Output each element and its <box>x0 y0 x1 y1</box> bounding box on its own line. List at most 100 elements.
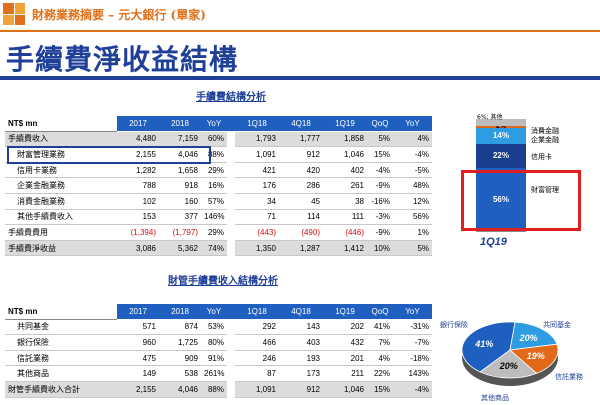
bar-segment-corporate: 14% <box>476 127 526 144</box>
table-cell: 1,282 <box>117 162 159 179</box>
yuanta-logo <box>3 3 25 25</box>
table-cell: 80% <box>201 334 227 351</box>
row-label: 信用卡業務 <box>5 162 117 179</box>
table-cell: 15% <box>367 146 393 163</box>
table-cell: 420 <box>279 162 323 179</box>
col-header: YoY <box>393 304 432 320</box>
table-cell: 402 <box>323 162 367 179</box>
unit-label: NT$ mn <box>5 304 117 320</box>
table-row: 其他手續費收入 153 377 146% 71 114 111 -3% 56% <box>5 209 432 226</box>
table-cell: 538 <box>159 365 201 382</box>
table-cell: 15% <box>367 381 393 398</box>
table-cell: 48% <box>393 177 432 194</box>
table-cell: 403 <box>279 334 323 351</box>
table-cell: -9% <box>367 224 393 241</box>
table-cell: 41% <box>367 319 393 336</box>
pie-slice-bancassurance <box>461 321 516 373</box>
col-header: 2017 <box>117 116 159 132</box>
table-cell: 29% <box>201 224 227 241</box>
table-cell: 432 <box>323 334 367 351</box>
col-header: 2018 <box>159 116 201 132</box>
table-cell: -4% <box>393 146 432 163</box>
table-cell: (1,797) <box>159 224 201 241</box>
header-divider <box>0 30 600 32</box>
table-cell: 918 <box>159 177 201 194</box>
wealth-mgmt-callout-box <box>461 170 581 231</box>
pie-value-label: 20% <box>499 361 518 371</box>
pie-slice-mutual-funds <box>509 321 558 351</box>
table-cell: 60% <box>201 131 227 148</box>
table-header-row: NT$ mn 2017 2018 YoY 1Q18 4Q18 1Q19 QoQ … <box>5 116 432 132</box>
table-cell: 12% <box>393 193 432 210</box>
table-cell: 87 <box>235 365 279 382</box>
table-cell: 1,793 <box>235 131 279 148</box>
table-cell: 57% <box>201 193 227 210</box>
table-cell: 56% <box>393 209 432 226</box>
bar-label-corporate: 企業金融 <box>531 136 559 144</box>
header-title: 財務業務摘要 – 元大銀行 (單家) <box>32 8 206 22</box>
table-cell: 1,658 <box>159 162 201 179</box>
table-cell: 1,287 <box>279 240 323 257</box>
col-header: 2018 <box>159 304 201 320</box>
table-cell: 211 <box>323 365 367 382</box>
table-cell: 74% <box>201 240 227 257</box>
table-cell: 5,362 <box>159 240 201 257</box>
col-header: YoY <box>201 304 227 320</box>
row-label: 消費金融業務 <box>5 193 117 210</box>
table-cell: 292 <box>235 319 279 336</box>
table-cell: -18% <box>393 350 432 367</box>
table-cell: 960 <box>117 334 159 351</box>
bar-label-wealth-mgmt: 財富管理 <box>531 186 559 194</box>
table-cell: 29% <box>201 162 227 179</box>
row-label: 財管手續費收入合計 <box>5 381 117 398</box>
col-header: 1Q19 <box>323 304 367 320</box>
col-header: YoY <box>393 116 432 132</box>
pie-label-other-products: 其他商品 <box>481 394 509 402</box>
table-cell: 53% <box>201 319 227 336</box>
table-cell: 4% <box>367 350 393 367</box>
table-cell: 1% <box>393 224 432 241</box>
table-cell: 160 <box>159 193 201 210</box>
col-header: 1Q18 <box>235 116 279 132</box>
table-cell: 3,086 <box>117 240 159 257</box>
table-cell: 10% <box>367 240 393 257</box>
table-cell: 912 <box>279 381 323 398</box>
table-cell: 4% <box>393 131 432 148</box>
table-cell: 1,091 <box>235 146 279 163</box>
row-label: 手續費淨收益 <box>5 240 117 257</box>
table-cell: -9% <box>367 177 393 194</box>
table-cell: 16% <box>201 177 227 194</box>
table-cell: -3% <box>367 209 393 226</box>
col-header: 1Q19 <box>323 116 367 132</box>
table-cell: 1,091 <box>235 381 279 398</box>
table-cell: 421 <box>235 162 279 179</box>
table-row: 財富管理業務 2,155 4,046 88% 1,091 912 1,046 15% -4% <box>5 146 432 163</box>
table-row: 信託業務 475 909 91% 246 193 201 4% -18% <box>5 350 432 367</box>
table-header-row: NT$ mn 2017 2018 YoY 1Q18 4Q18 1Q19 QoQ … <box>5 304 432 320</box>
row-label: 財富管理業務 <box>5 146 117 163</box>
table-cell: -5% <box>393 162 432 179</box>
table-cell: 111 <box>323 209 367 226</box>
table-cell: 5% <box>393 240 432 257</box>
table-cell: (443) <box>235 224 279 241</box>
table-cell: 71 <box>235 209 279 226</box>
table-cell: 201 <box>323 350 367 367</box>
table-cell: 1,350 <box>235 240 279 257</box>
table-cell: 874 <box>159 319 201 336</box>
table-cell: 193 <box>279 350 323 367</box>
bar-segment-wealth-mgmt: 56% <box>476 168 526 231</box>
fee-structure-table: NT$ mn 2017 2018 YoY 1Q18 4Q18 1Q19 QoQ … <box>5 116 432 257</box>
table-cell: 1,725 <box>159 334 201 351</box>
table-row: 銀行保險 960 1,725 80% 466 403 432 7% -7% <box>5 334 432 351</box>
table-row: 財管手續費收入合計 2,155 4,046 88% 1,091 912 1,046 15% -4… <box>5 381 432 398</box>
table-cell: 1,412 <box>323 240 367 257</box>
bar-label-credit-card: 信用卡 <box>531 153 552 161</box>
col-header: 2017 <box>117 304 159 320</box>
row-label: 企業金融業務 <box>5 177 117 194</box>
table-cell: 261 <box>323 177 367 194</box>
wealth-fee-table: NT$ mn 2017 2018 YoY 1Q18 4Q18 1Q19 QoQ … <box>5 304 432 398</box>
bar-x-label: 1Q19 <box>480 236 507 248</box>
bar-top-label: 6%; 其他 <box>477 114 503 121</box>
table-cell: 114 <box>279 209 323 226</box>
col-header: 4Q18 <box>279 116 323 132</box>
